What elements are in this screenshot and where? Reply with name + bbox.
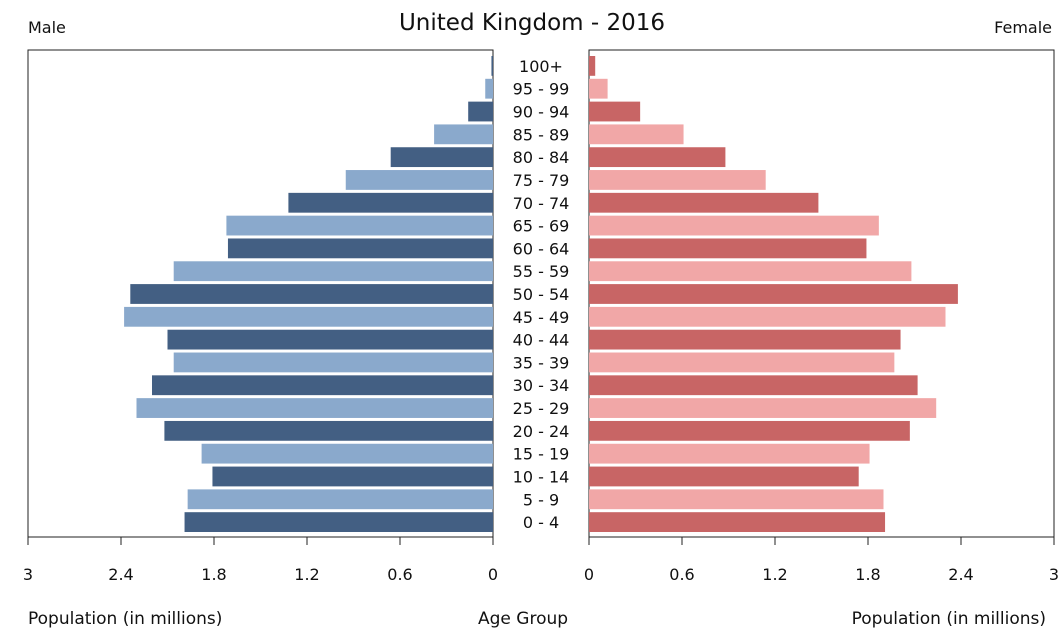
male-bar xyxy=(390,147,493,168)
age-group-label: 5 - 9 xyxy=(523,490,559,509)
age-group-label: 100+ xyxy=(519,57,563,76)
female-bar xyxy=(589,329,901,350)
female-bar xyxy=(589,284,958,304)
male-bar xyxy=(173,261,493,282)
male-bar xyxy=(136,398,493,418)
age-group-label: 85 - 89 xyxy=(513,125,570,144)
female-bar xyxy=(589,512,886,532)
age-group-label: 80 - 84 xyxy=(513,148,570,167)
male-bar xyxy=(130,284,494,304)
male-bar xyxy=(167,329,493,350)
female-bar xyxy=(589,306,946,327)
chart-title: United Kingdom - 2016 xyxy=(398,10,666,36)
female-tick-label: 1.8 xyxy=(855,565,880,584)
female-bar xyxy=(589,170,766,190)
female-tick-label: 0.6 xyxy=(669,565,694,584)
male-bar xyxy=(212,466,493,487)
age-group-label: 25 - 29 xyxy=(513,399,570,418)
x-axis-label-female: Population (in millions) xyxy=(851,609,1046,629)
male-bar xyxy=(201,443,493,464)
age-group-label: 35 - 39 xyxy=(513,353,570,372)
male-bar xyxy=(173,352,493,373)
female-tick-label: 1.2 xyxy=(762,565,787,584)
male-label: Male xyxy=(28,18,66,37)
age-group-label: 40 - 44 xyxy=(513,331,570,350)
male-bar xyxy=(345,170,493,190)
age-group-label: 75 - 79 xyxy=(513,171,570,190)
age-group-label: 10 - 14 xyxy=(513,467,570,486)
female-tick-label: 2.4 xyxy=(948,565,973,584)
age-group-axis-label: Age Group xyxy=(478,609,569,629)
female-bar xyxy=(589,398,937,418)
age-group-label: 55 - 59 xyxy=(513,262,570,281)
female-bar xyxy=(589,238,867,259)
male-bar xyxy=(187,489,493,510)
female-bar xyxy=(589,78,608,99)
female-bar xyxy=(589,101,641,122)
age-group-label: 65 - 69 xyxy=(513,217,570,236)
age-group-label: 50 - 54 xyxy=(513,285,570,304)
male-bar xyxy=(227,238,493,259)
female-bar xyxy=(589,375,918,396)
female-tick-label: 3 xyxy=(1049,565,1059,584)
female-label: Female xyxy=(994,18,1052,37)
female-bar xyxy=(589,489,884,510)
male-bar xyxy=(491,56,493,76)
age-group-label: 70 - 74 xyxy=(513,194,570,213)
male-bar xyxy=(184,512,494,532)
age-group-label: 15 - 19 xyxy=(513,445,570,464)
age-group-label: 30 - 34 xyxy=(513,376,570,395)
x-axis-label-male: Population (in millions) xyxy=(28,609,223,629)
age-group-label: 45 - 49 xyxy=(513,308,570,327)
male-bar xyxy=(152,375,493,396)
male-tick-label: 3 xyxy=(23,565,33,584)
female-bar xyxy=(589,147,726,168)
female-bar xyxy=(589,192,819,213)
female-bar xyxy=(589,215,879,236)
female-bar xyxy=(589,56,596,76)
male-tick-label: 2.4 xyxy=(108,565,133,584)
male-bar xyxy=(468,101,493,122)
age-group-label: 90 - 94 xyxy=(513,103,570,122)
female-bar xyxy=(589,420,910,441)
female-bar xyxy=(589,261,912,282)
male-bar xyxy=(434,124,493,145)
male-bar xyxy=(164,420,493,441)
female-bar xyxy=(589,352,895,373)
male-bar xyxy=(226,215,493,236)
male-tick-label: 1.8 xyxy=(201,565,226,584)
male-tick-label: 0.6 xyxy=(387,565,412,584)
age-group-label: 60 - 64 xyxy=(513,239,570,258)
age-group-label: 95 - 99 xyxy=(513,80,570,99)
male-bar xyxy=(124,306,493,327)
female-tick-label: 0 xyxy=(584,565,594,584)
female-bar xyxy=(589,124,684,145)
male-tick-label: 1.2 xyxy=(294,565,319,584)
female-bar xyxy=(589,466,859,487)
male-tick-label: 0 xyxy=(488,565,498,584)
female-bar xyxy=(589,443,870,464)
age-group-label: 20 - 24 xyxy=(513,422,570,441)
age-group-label: 0 - 4 xyxy=(523,513,559,532)
male-bar xyxy=(485,78,493,99)
male-bar xyxy=(288,192,493,213)
